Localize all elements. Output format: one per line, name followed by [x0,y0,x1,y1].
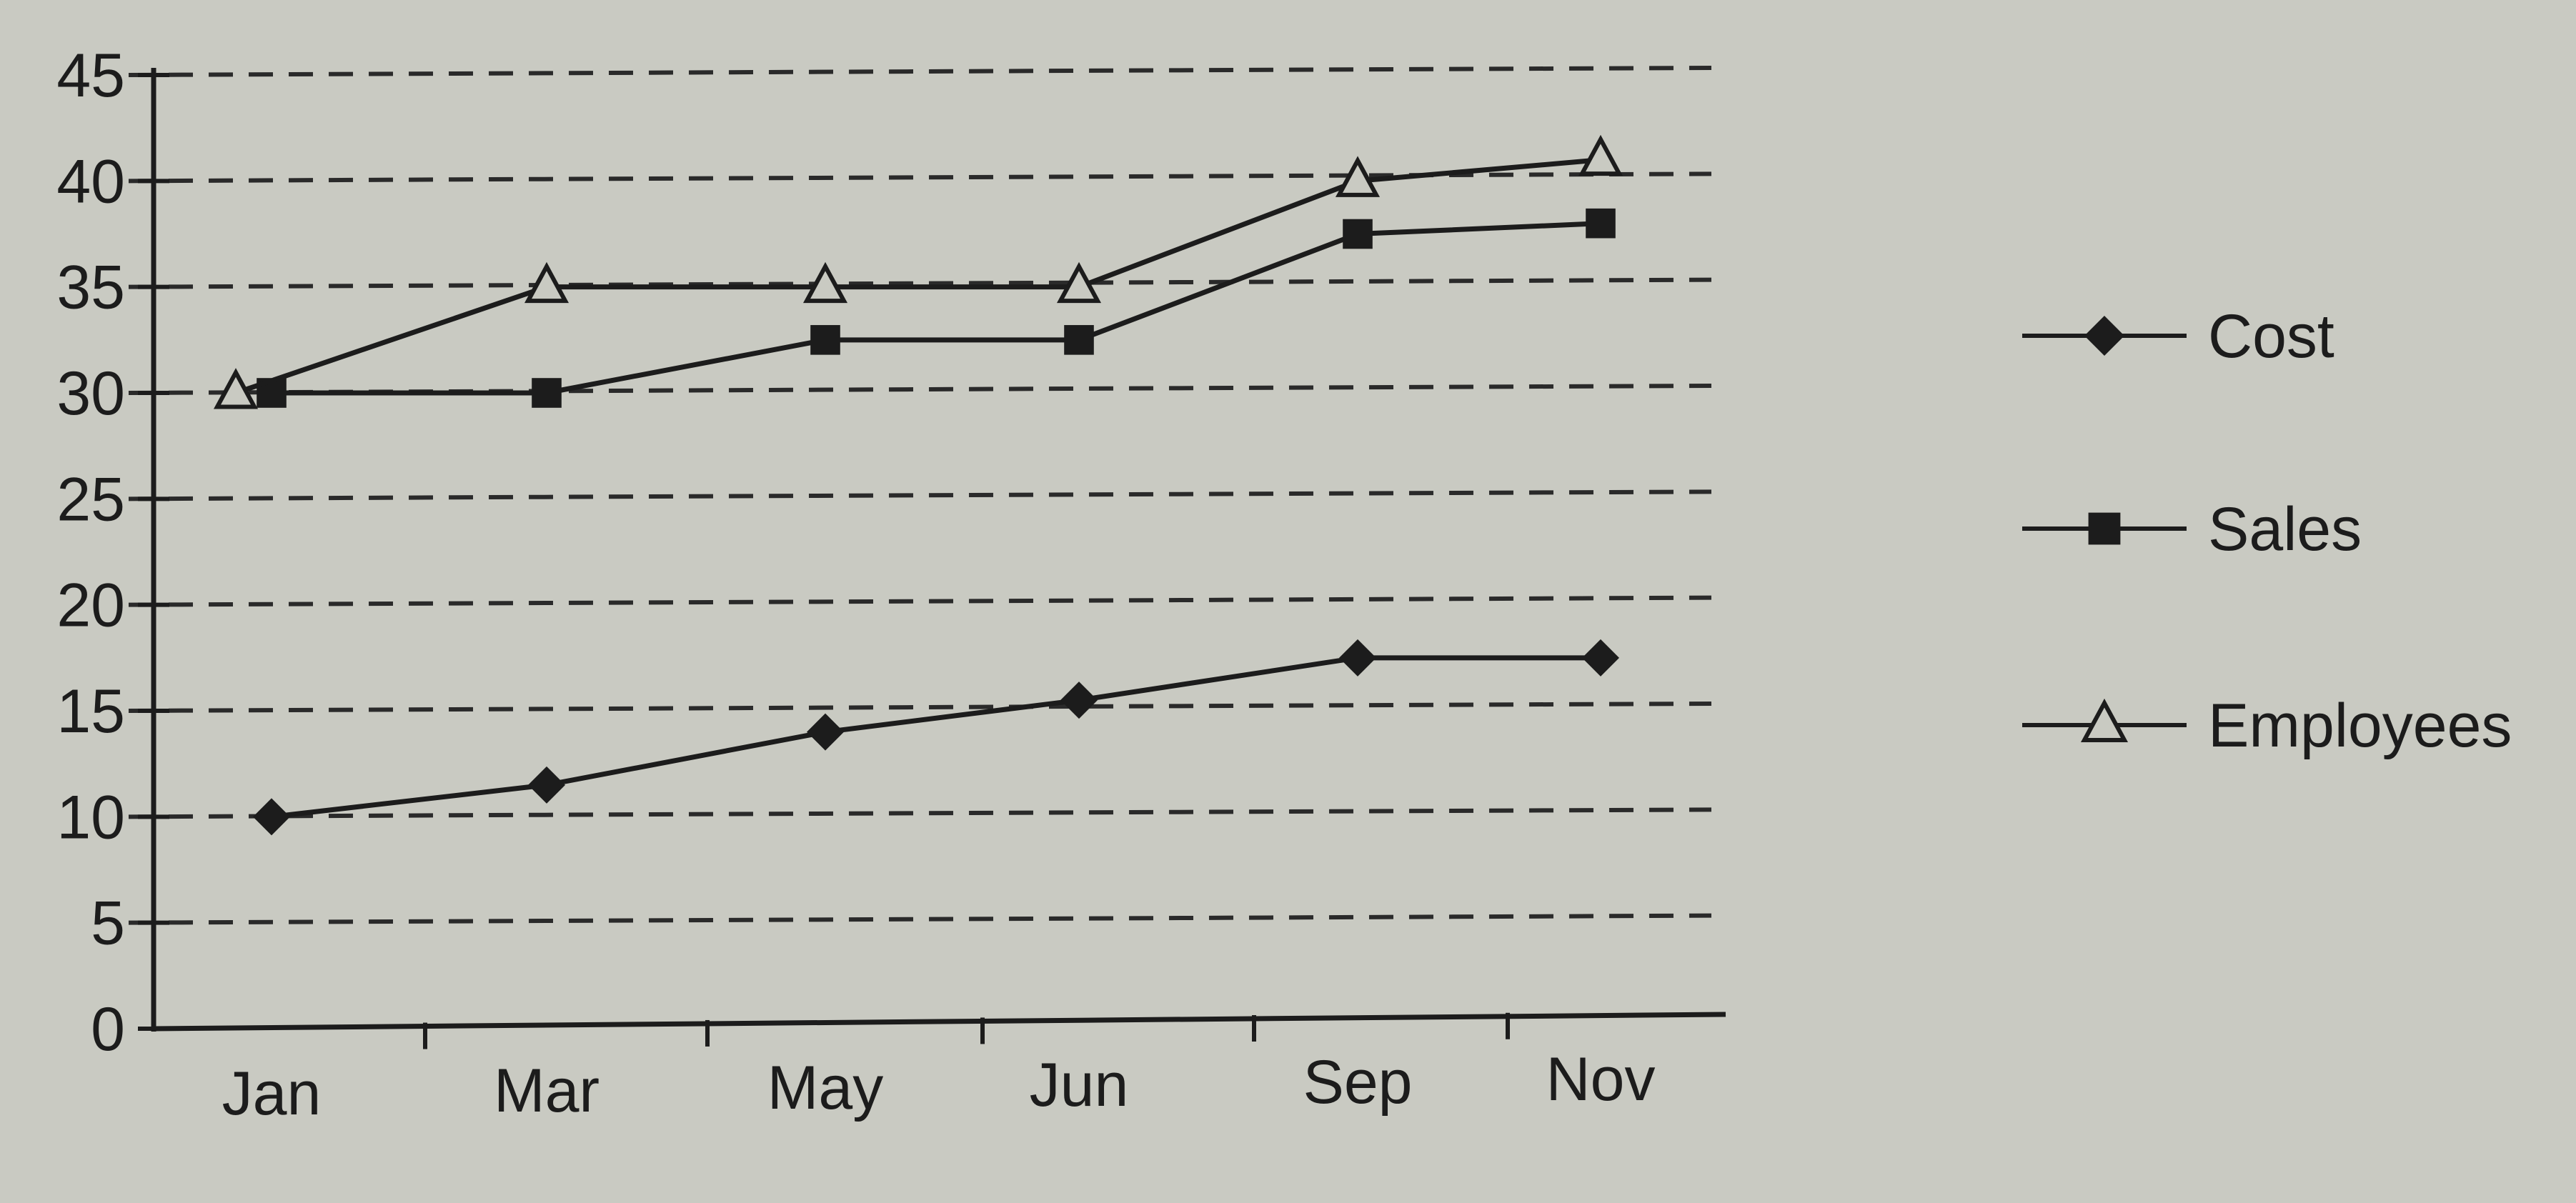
legend-marker-sales [2088,512,2121,545]
data-point-cost [528,766,565,804]
data-point-cost [1582,639,1619,677]
y-tick-label: 15 [56,677,125,746]
y-tick-label: 0 [91,995,125,1064]
data-point-sales [1586,208,1616,239]
grid-line-40 [128,171,1712,184]
x-tick-label: Mar [494,1057,600,1125]
grid-line-25 [128,489,1712,501]
data-point-sales [810,325,840,355]
data-point-cost [253,798,290,836]
y-tick-label: 40 [56,147,125,216]
data-point-employees [1056,261,1102,304]
y-tick-label: 10 [56,783,125,852]
legend-marker-employees [2080,698,2129,742]
data-point-employees [1335,156,1381,197]
series-line-cost [271,655,1601,819]
y-tick-label: 5 [91,889,125,958]
x-tick-label: May [767,1054,883,1122]
y-tick-label: 25 [56,465,125,534]
data-point-employees [524,261,570,304]
y-tick-label: 45 [56,41,125,110]
series-line-employees [234,157,1601,396]
grid-line-20 [128,595,1712,607]
data-point-employees [213,368,259,409]
axes: 0 5 10 15 20 25 30 35 40 45 Jan Mar May Jun Sep Nov [56,41,1726,1128]
x-axis-line [153,1012,1726,1032]
grid-line-45 [128,66,1712,77]
data-point-cost [807,713,844,751]
grid-line-15 [128,702,1712,713]
data-point-sales [1064,325,1094,355]
legend-label-employees: Employees [2208,692,2512,760]
data-point-sales [1343,219,1373,249]
legend-marker-cost [2084,316,2124,356]
y-tick-label: 35 [56,254,125,322]
data-point-employees [802,261,848,304]
data-point-employees [1578,134,1623,176]
x-tick-label: Sep [1303,1048,1412,1117]
legend-label-cost: Cost [2208,302,2334,371]
legend-label-sales: Sales [2208,495,2362,564]
grid-line-5 [128,913,1712,925]
legend: Cost Sales Employees [2022,302,2512,760]
x-tick-label: Jun [1030,1051,1129,1119]
series-line-sales [272,221,1601,396]
series [213,134,1623,836]
grid-line-35 [128,277,1712,289]
y-tick-label: 30 [56,359,125,428]
data-point-cost [1339,639,1376,677]
grid-line-10 [128,807,1712,819]
data-point-cost [1060,682,1098,719]
x-tick-label: Nov [1546,1045,1656,1114]
y-tick-label: 20 [56,571,125,640]
data-point-sales [532,378,562,408]
x-tick-label: Jan [222,1059,322,1128]
